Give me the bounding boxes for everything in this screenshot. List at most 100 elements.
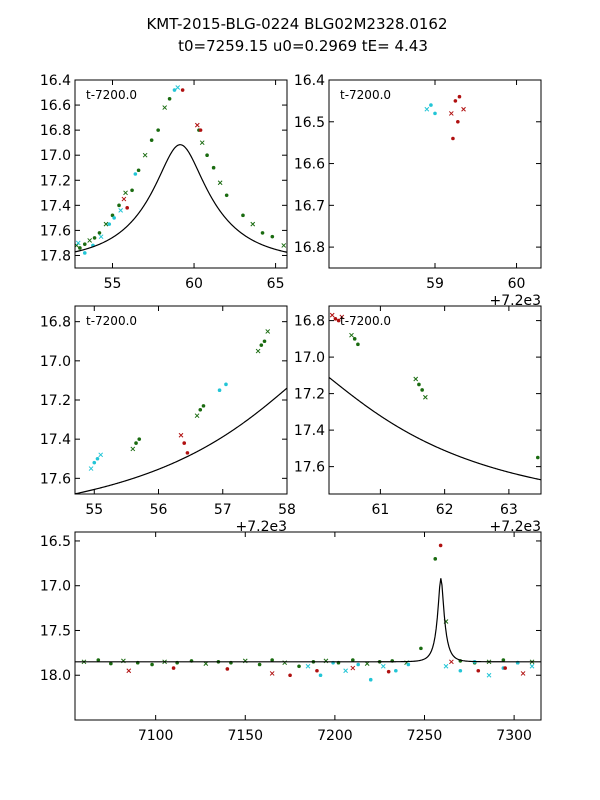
x-tick-label: 56 xyxy=(150,502,168,518)
data-point-green xyxy=(297,664,301,669)
data-point-cyan xyxy=(92,460,97,465)
axes-frame xyxy=(328,79,542,269)
data-point-red xyxy=(185,451,190,455)
x-offset-label: +7.2e3 xyxy=(235,519,287,535)
data-point-green xyxy=(270,234,275,239)
data-point-green xyxy=(130,446,136,452)
data-point-red xyxy=(451,136,455,141)
data-point-red xyxy=(449,659,454,665)
data-point-green xyxy=(142,152,148,158)
data-point-green xyxy=(97,231,102,235)
panel-annotation: t-7200.0 xyxy=(86,88,137,102)
data-point-cyan xyxy=(529,663,535,669)
y-tick-label: 17.6 xyxy=(40,223,71,239)
data-point-cyan xyxy=(98,452,104,458)
panel-annotation: t-7200.0 xyxy=(86,314,137,328)
data-point-green xyxy=(194,413,200,419)
y-tick-label: 16.8 xyxy=(40,123,71,139)
data-point-green xyxy=(356,342,360,347)
data-point-red xyxy=(194,122,200,128)
y-tick-label: 17.0 xyxy=(40,148,71,164)
y-tick-label: 16.8 xyxy=(40,315,71,331)
y-tick-label: 17.5 xyxy=(40,623,71,639)
model-curve xyxy=(75,144,287,253)
x-tick-label: 58 xyxy=(278,502,296,518)
data-point-green xyxy=(156,128,160,132)
data-point-green xyxy=(535,455,540,460)
x-tick-label: 7250 xyxy=(407,728,443,744)
data-point-cyan xyxy=(82,251,87,255)
data-point-red xyxy=(329,312,335,318)
data-point-cyan xyxy=(318,673,323,678)
data-point-cyan xyxy=(394,668,398,673)
y-tick-label: 16.5 xyxy=(40,534,71,550)
model-curve xyxy=(75,387,287,494)
axes-frame xyxy=(328,305,542,495)
x-tick-label: 57 xyxy=(214,502,232,518)
y-tick-label: 17.6 xyxy=(294,460,325,476)
data-point-cyan xyxy=(224,382,228,387)
data-point-green xyxy=(137,437,142,441)
y-tick-label: 16.5 xyxy=(294,115,325,131)
data-point-green xyxy=(103,221,109,227)
panel-annotation: t-7200.0 xyxy=(340,88,391,102)
data-point-green xyxy=(257,662,262,667)
data-point-cyan xyxy=(175,85,181,90)
data-point-green xyxy=(96,658,101,662)
data-point-cyan xyxy=(107,222,112,226)
data-point-red xyxy=(461,106,466,112)
data-point-green xyxy=(199,140,205,146)
data-point-cyan xyxy=(356,662,360,667)
y-tick-label: 17.8 xyxy=(40,248,71,264)
y-tick-label: 16.4 xyxy=(294,73,325,89)
data-point-green xyxy=(134,441,138,445)
plot-area xyxy=(329,312,541,481)
model-curve xyxy=(329,376,541,481)
chart-title-line2: t0=7259.15 u0=0.2969 tE= 4.43 xyxy=(178,37,428,55)
data-point-red xyxy=(457,94,462,99)
data-point-cyan xyxy=(406,662,411,667)
y-tick-label: 17.2 xyxy=(40,393,71,409)
data-point-red xyxy=(198,128,203,132)
y-tick-label: 17.4 xyxy=(294,423,325,439)
data-point-green xyxy=(349,332,354,338)
y-tick-label: 16.8 xyxy=(294,240,325,256)
data-point-green xyxy=(260,231,265,235)
data-point-green xyxy=(149,138,154,142)
data-point-green xyxy=(281,243,287,248)
data-point-green xyxy=(255,348,261,354)
x-tick-label: 7300 xyxy=(496,728,532,744)
data-point-red xyxy=(315,668,319,673)
x-tick-label: 61 xyxy=(371,502,389,518)
data-point-green xyxy=(351,658,355,662)
data-point-green xyxy=(433,557,438,561)
x-tick-label: 7100 xyxy=(138,728,174,744)
data-point-green xyxy=(250,221,256,227)
data-point-cyan xyxy=(133,172,138,176)
chart-title-line1: KMT-2015-BLG-0224 BLG02M2328.0162 xyxy=(146,15,447,33)
panel-annotation: t-7200.0 xyxy=(340,314,391,328)
data-point-red xyxy=(336,318,341,323)
data-point-green xyxy=(217,180,223,186)
data-point-red xyxy=(456,119,460,124)
data-point-red xyxy=(503,666,507,670)
data-point-green xyxy=(259,343,264,347)
data-point-cyan xyxy=(429,103,433,107)
x-tick-label: 7150 xyxy=(227,728,263,744)
panel-peak-overview: 55 60 65 16.4 16.6 16.8 17.0 17.2 17.4 17.6 17.8 t-… xyxy=(40,73,288,292)
data-point-green xyxy=(420,388,424,392)
data-point-red xyxy=(438,543,443,548)
y-tick-label: 17.0 xyxy=(40,579,71,595)
y-tick-label: 17.2 xyxy=(294,387,325,403)
axes-frame xyxy=(74,531,542,721)
data-point-cyan xyxy=(118,207,124,213)
data-point-red xyxy=(180,88,185,92)
data-point-red xyxy=(288,673,292,678)
axes-frame xyxy=(74,305,288,495)
data-point-cyan xyxy=(98,234,104,240)
y-tick-label: 16.8 xyxy=(294,314,325,330)
data-point-green xyxy=(224,193,229,198)
data-point-cyan xyxy=(75,240,81,246)
data-point-green xyxy=(78,246,82,250)
data-point-red xyxy=(178,432,184,438)
